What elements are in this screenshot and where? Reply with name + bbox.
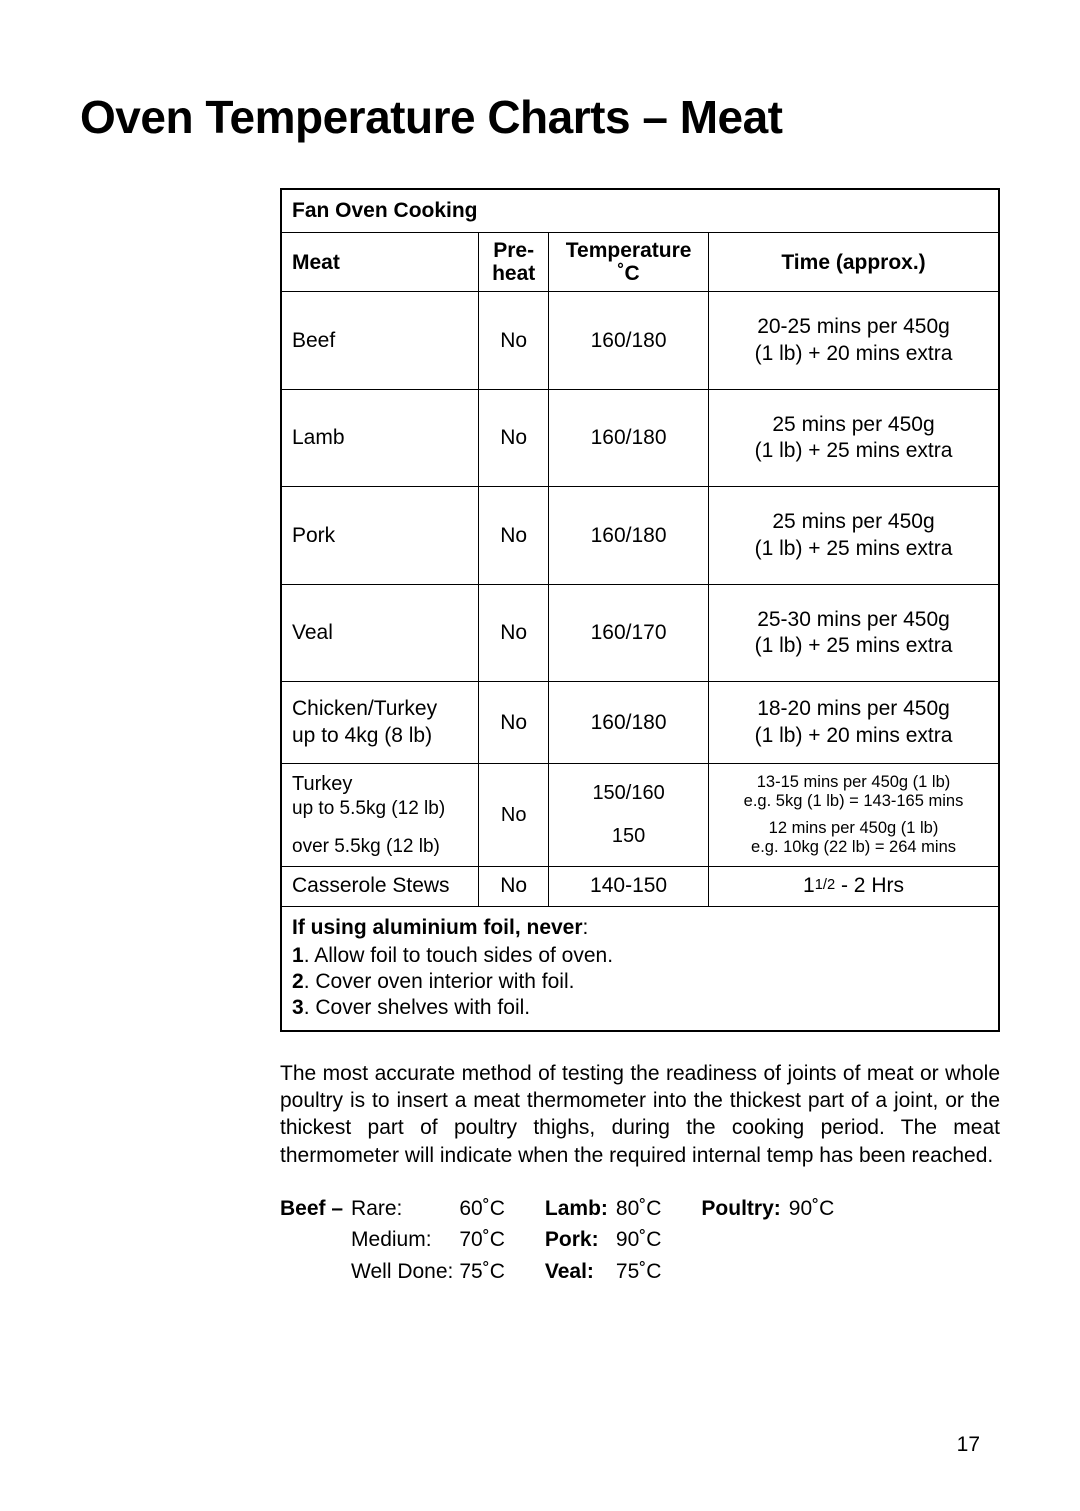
col-meat: Meat — [281, 233, 479, 292]
cell-meat: Beef — [281, 292, 479, 390]
cell-time: 25-30 mins per 450g(1 lb) + 25 mins extr… — [709, 584, 999, 682]
row-beef: Beef No 160/180 20-25 mins per 450g(1 lb… — [281, 292, 999, 390]
temp-key: Poultry: — [701, 1193, 788, 1225]
cell-meat: Chicken/Turkey up to 4kg (8 lb) — [281, 682, 479, 764]
cell-meat: Pork — [281, 487, 479, 585]
row-casserole: Casserole Stews No 140-150 11/2 - 2 Hrs — [281, 867, 999, 906]
temp-key: Veal: — [545, 1256, 616, 1288]
cell-temp: 160/180 — [549, 389, 709, 487]
temp-key: Pork: — [545, 1224, 616, 1256]
cell-preheat: No — [479, 584, 549, 682]
row-pork: Pork No 160/180 25 mins per 450g(1 lb) +… — [281, 487, 999, 585]
thermometer-paragraph: The most accurate method of testing the … — [280, 1060, 1000, 1169]
cell-time: 11/2 - 2 Hrs — [709, 867, 999, 906]
col-temp: Temperature ˚C — [549, 233, 709, 292]
cell-temp: 160/180 — [549, 682, 709, 764]
temp-key: Well Done: — [351, 1256, 459, 1288]
cell-time: 25 mins per 450g(1 lb) + 25 mins extra — [709, 487, 999, 585]
notes-item: Cover shelves with foil. — [315, 996, 530, 1019]
cell-time: 13-15 mins per 450g (1 lb)e.g. 5kg (1 lb… — [709, 763, 999, 867]
notes-list: 1. Allow foil to touch sides of oven. 2.… — [292, 943, 988, 1022]
cell-temp: 140-150 — [549, 867, 709, 906]
temp-key: Rare: — [351, 1193, 459, 1225]
col-preheat: Pre- heat — [479, 233, 549, 292]
temp-val: 75˚C — [616, 1256, 668, 1288]
cell-temp: 160/180 — [549, 292, 709, 390]
cell-time: 18-20 mins per 450g(1 lb) + 20 mins extr… — [709, 682, 999, 764]
cell-meat: Casserole Stews — [281, 867, 479, 906]
cell-meat: Turkey up to 5.5kg (12 lb) over 5.5kg (1… — [281, 763, 479, 867]
notes-lead: If using aluminium foil, never — [292, 916, 583, 939]
notes-row: If using aluminium foil, never: 1. Allow… — [281, 906, 999, 1031]
notes-item: Allow foil to touch sides of oven. — [314, 944, 613, 967]
col-time: Time (approx.) — [709, 233, 999, 292]
temp-val: 75˚C — [459, 1256, 511, 1288]
temp-val: 70˚C — [459, 1224, 511, 1256]
cell-time: 20-25 mins per 450g(1 lb) + 20 mins extr… — [709, 292, 999, 390]
notes-item: Cover oven interior with foil. — [315, 970, 574, 993]
temp-val: 90˚C — [616, 1224, 668, 1256]
cell-preheat: No — [479, 682, 549, 764]
temp-key: Lamb: — [545, 1193, 616, 1225]
cell-preheat: No — [479, 867, 549, 906]
cell-preheat: No — [479, 389, 549, 487]
row-lamb: Lamb No 160/180 25 mins per 450g(1 lb) +… — [281, 389, 999, 487]
row-chicken: Chicken/Turkey up to 4kg (8 lb) No 160/1… — [281, 682, 999, 764]
beef-label: Beef – — [280, 1193, 351, 1225]
section-heading: Fan Oven Cooking — [281, 189, 999, 233]
cell-time: 25 mins per 450g(1 lb) + 25 mins extra — [709, 389, 999, 487]
cell-meat: Veal — [281, 584, 479, 682]
page-title: Oven Temperature Charts – Meat — [80, 90, 1000, 144]
cooking-chart-table: Fan Oven Cooking Meat Pre- heat Temperat… — [280, 188, 1000, 1032]
temp-val: 60˚C — [459, 1193, 511, 1225]
row-veal: Veal No 160/170 25-30 mins per 450g(1 lb… — [281, 584, 999, 682]
temp-val: 80˚C — [616, 1193, 668, 1225]
cell-temp: 150/160 150 — [549, 763, 709, 867]
cell-preheat: No — [479, 487, 549, 585]
cell-temp: 160/170 — [549, 584, 709, 682]
cell-meat: Lamb — [281, 389, 479, 487]
temp-key: Medium: — [351, 1224, 459, 1256]
row-turkey: Turkey up to 5.5kg (12 lb) over 5.5kg (1… — [281, 763, 999, 867]
content-column: Fan Oven Cooking Meat Pre- heat Temperat… — [280, 188, 1000, 1287]
cell-preheat: No — [479, 292, 549, 390]
cell-temp: 160/180 — [549, 487, 709, 585]
internal-temps: Beef – Rare: 60˚C Lamb: 80˚C Poultry: 90… — [280, 1193, 1000, 1288]
page-number: 17 — [957, 1433, 980, 1457]
temp-val: 90˚C — [789, 1193, 841, 1225]
cell-preheat: No — [479, 763, 549, 867]
